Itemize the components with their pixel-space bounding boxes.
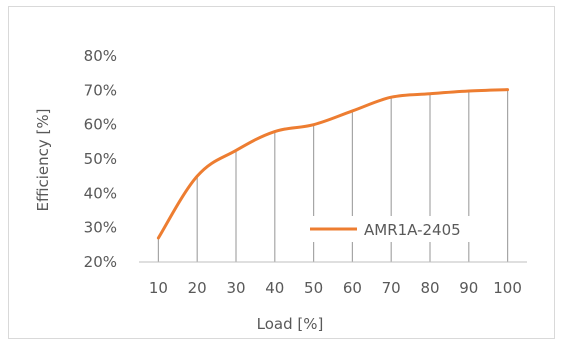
legend: AMR1A-2405 (304, 216, 500, 242)
legend-label: AMR1A-2405 (364, 221, 461, 239)
chart-frame (8, 6, 555, 339)
y-tick-label: 80% (84, 47, 117, 65)
y-axis-ticks: 20% 30% 40% 50% 60% 70% 80% (84, 47, 117, 271)
y-tick-label: 50% (84, 150, 117, 168)
x-tick-label: 70 (382, 279, 401, 297)
x-tick-label: 90 (459, 279, 478, 297)
x-tick-label: 20 (188, 279, 207, 297)
y-tick-label: 40% (84, 184, 117, 202)
x-tick-label: 80 (420, 279, 439, 297)
x-tick-label: 10 (149, 279, 168, 297)
y-tick-label: 60% (84, 116, 117, 134)
series-line (156, 88, 510, 240)
x-tick-label: 60 (343, 279, 362, 297)
y-tick-label: 70% (84, 81, 117, 99)
x-tick-label: 50 (304, 279, 323, 297)
y-tick-label: 20% (84, 253, 117, 271)
y-tick-label: 30% (84, 219, 117, 237)
x-axis-ticks: 10 20 30 40 50 60 70 80 90 100 (149, 279, 522, 297)
x-tick-label: 40 (265, 279, 284, 297)
x-tick-label: 30 (226, 279, 245, 297)
x-axis-title: Load [%] (257, 315, 324, 333)
y-axis-title: Efficiency [%] (34, 109, 52, 212)
x-tick-label: 100 (493, 279, 522, 297)
